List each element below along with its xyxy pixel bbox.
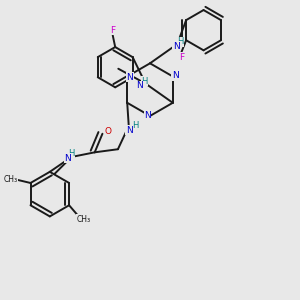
Text: N: N xyxy=(136,81,143,90)
Text: N: N xyxy=(172,42,179,51)
Text: N: N xyxy=(144,111,151,120)
Text: F: F xyxy=(179,53,184,62)
Text: O: O xyxy=(104,127,112,136)
Text: F: F xyxy=(110,26,115,35)
Text: H: H xyxy=(141,76,148,85)
Text: CH₃: CH₃ xyxy=(3,176,17,184)
Text: H: H xyxy=(132,121,139,130)
Text: N: N xyxy=(126,126,133,135)
Text: N: N xyxy=(172,71,178,80)
Text: N: N xyxy=(64,154,71,163)
Text: N: N xyxy=(126,73,133,82)
Text: H: H xyxy=(177,37,184,46)
Text: CH₃: CH₃ xyxy=(77,215,91,224)
Text: H: H xyxy=(68,149,74,158)
